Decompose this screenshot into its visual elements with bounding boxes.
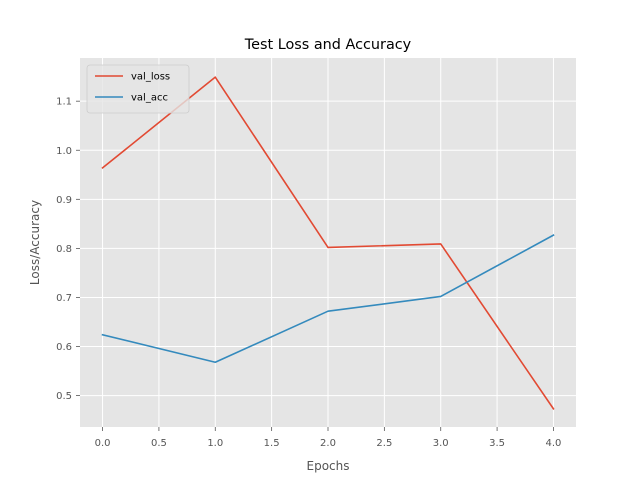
y-tick-label: 0.8 [56, 244, 72, 255]
grid [80, 58, 576, 427]
y-tick-label: 0.9 [56, 195, 72, 206]
series-line-val-acc [101, 234, 555, 364]
x-tick-label: 3.0 [433, 438, 449, 449]
chart-title: Test Loss and Accuracy [244, 37, 412, 53]
y-tick-label: 1.0 [56, 146, 72, 157]
y-tick-label: 0.6 [56, 342, 72, 353]
legend-box [86, 64, 190, 114]
x-tick-label: 2.0 [320, 438, 336, 449]
x-tick-label: 3.5 [489, 438, 505, 449]
y-tick-label: 0.7 [56, 293, 72, 304]
y-tick-label: 0.5 [56, 391, 72, 402]
x-tick-label: 4.0 [546, 438, 562, 449]
axis-ticks: 0.0 0.5 1.0 1.5 2.0 2.5 3.0 3.5 4.0 0.5 0.6 0.7 0.8 0… [56, 97, 561, 449]
x-tick-label: 0.0 [95, 438, 111, 449]
legend-label-val-acc: val_acc [131, 93, 168, 104]
x-tick-label: 0.5 [151, 438, 167, 449]
x-tick-label: 1.0 [207, 438, 223, 449]
y-tick-label: 1.1 [56, 97, 72, 108]
x-axis-label: Epochs [307, 459, 350, 473]
x-tick-label: 1.5 [264, 438, 280, 449]
y-axis-label: Loss/Accuracy [28, 200, 42, 285]
legend: val_loss val_acc [86, 64, 190, 114]
x-tick-label: 2.5 [376, 438, 392, 449]
legend-label-val-loss: val_loss [131, 72, 170, 83]
